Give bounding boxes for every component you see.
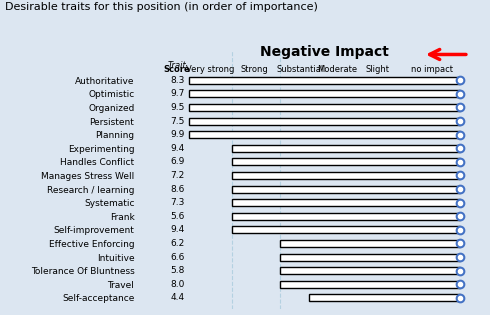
FancyBboxPatch shape <box>231 172 460 179</box>
Text: Very strong: Very strong <box>186 65 234 73</box>
Text: 7.2: 7.2 <box>170 171 184 180</box>
Text: 4.4: 4.4 <box>170 293 184 302</box>
FancyBboxPatch shape <box>231 213 460 220</box>
FancyBboxPatch shape <box>189 117 460 125</box>
FancyBboxPatch shape <box>280 281 460 288</box>
Text: 9.4: 9.4 <box>170 144 184 153</box>
Text: Desirable traits for this position (in order of importance): Desirable traits for this position (in o… <box>5 2 318 12</box>
Text: 6.9: 6.9 <box>170 158 184 166</box>
Text: 5.8: 5.8 <box>170 266 184 275</box>
Text: 6.6: 6.6 <box>170 253 184 261</box>
FancyBboxPatch shape <box>309 294 460 301</box>
FancyBboxPatch shape <box>189 104 460 111</box>
FancyBboxPatch shape <box>280 240 460 247</box>
Text: Strong: Strong <box>241 65 268 73</box>
Text: 9.7: 9.7 <box>170 89 184 98</box>
Text: 6.2: 6.2 <box>170 239 184 248</box>
FancyBboxPatch shape <box>231 199 460 206</box>
FancyBboxPatch shape <box>280 254 460 261</box>
FancyBboxPatch shape <box>189 131 460 138</box>
FancyBboxPatch shape <box>189 90 460 97</box>
FancyBboxPatch shape <box>280 267 460 274</box>
FancyBboxPatch shape <box>189 77 460 84</box>
Text: Negative Impact: Negative Impact <box>260 44 389 59</box>
Text: 7.5: 7.5 <box>170 117 184 126</box>
Text: 9.4: 9.4 <box>170 225 184 234</box>
Text: 8.3: 8.3 <box>170 76 184 85</box>
Text: 8.0: 8.0 <box>170 280 184 289</box>
Text: Trait: Trait <box>168 61 187 70</box>
FancyBboxPatch shape <box>231 226 460 233</box>
Text: Substantial: Substantial <box>276 65 324 73</box>
Text: no impact: no impact <box>411 65 453 73</box>
Text: 9.9: 9.9 <box>170 130 184 139</box>
Text: 8.6: 8.6 <box>170 185 184 193</box>
FancyBboxPatch shape <box>231 186 460 192</box>
Text: Moderate: Moderate <box>317 65 357 73</box>
Text: 9.5: 9.5 <box>170 103 184 112</box>
FancyBboxPatch shape <box>231 158 460 165</box>
Text: Slight: Slight <box>366 65 389 73</box>
Text: Score: Score <box>164 65 191 73</box>
FancyBboxPatch shape <box>231 145 460 152</box>
Text: 5.6: 5.6 <box>170 212 184 221</box>
Text: 7.3: 7.3 <box>170 198 184 207</box>
